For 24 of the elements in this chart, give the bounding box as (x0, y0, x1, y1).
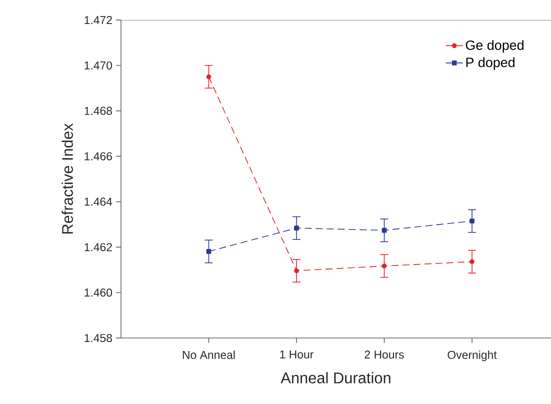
y-tick-label: 1.472 (84, 16, 112, 24)
point (294, 226, 299, 230)
x-tick-label: 1 Hour (280, 350, 314, 359)
y-tick-label: 1.466 (84, 152, 112, 160)
point (382, 264, 387, 268)
y-axis-title: Refractive Index (62, 123, 73, 234)
point (382, 228, 387, 233)
point (470, 218, 474, 224)
x-tick-label: No Anneal (182, 350, 235, 359)
x-tick-label: Overnight (448, 350, 497, 362)
y-tick-label: 1.464 (84, 198, 112, 206)
legend-label: Ge doped (466, 40, 524, 53)
x-axis-title: Anneal Duration (280, 372, 390, 384)
point (206, 249, 212, 254)
y-tick-label: 1.468 (84, 106, 112, 115)
point (470, 259, 474, 264)
point (206, 74, 212, 80)
y-tick-label: 1.470 (84, 61, 112, 70)
x-tick-label: 2 Hours (364, 350, 404, 359)
y-tick-label: 1.458 (84, 334, 112, 342)
point (294, 268, 299, 274)
y-tick-label: 1.460 (84, 288, 112, 297)
y-tick-label: 1.462 (84, 243, 112, 252)
legend-label: P doped (466, 57, 514, 70)
